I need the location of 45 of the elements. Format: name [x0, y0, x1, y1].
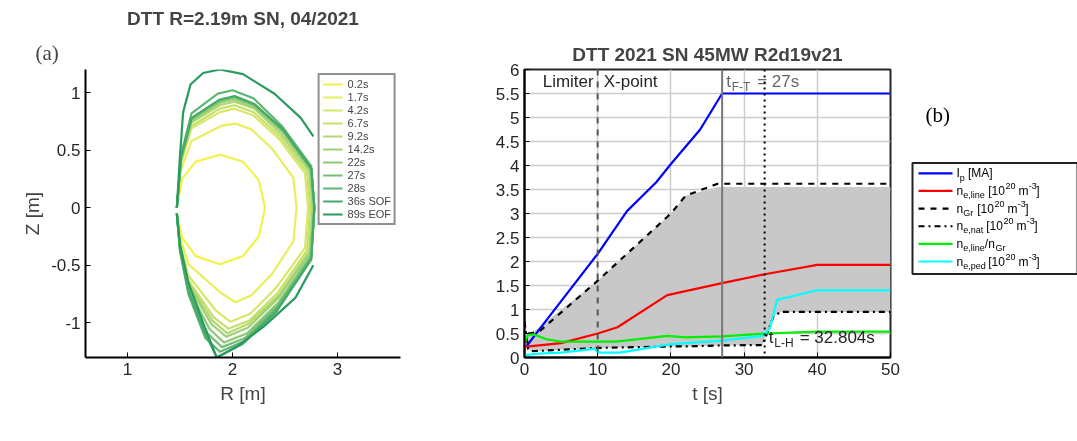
legend-label: 89s EOF: [347, 208, 391, 220]
y-tick-label: 0.5: [495, 324, 520, 344]
text: (b): [925, 103, 950, 128]
x-tick-label: 3: [332, 359, 343, 379]
x-tick-label: 2: [227, 359, 238, 379]
x-tick-label: 50: [881, 359, 900, 379]
y-tick-label: 0.5: [56, 141, 81, 161]
legend-label: 36s SOF: [347, 195, 391, 207]
y-tick-label: -1: [65, 313, 81, 333]
x-tick-label: 1: [122, 359, 133, 379]
legend-label: 1.7s: [347, 91, 369, 103]
y-tick-label: 2: [510, 252, 520, 272]
y-axis-title: Z [m]: [22, 191, 44, 236]
y-tick-label: 1: [71, 83, 81, 103]
legend-label: 14.2s: [347, 143, 375, 155]
annotation: Limiter: [542, 71, 595, 91]
legend-label: 6.7s: [347, 117, 369, 129]
y-tick-label: 3: [510, 204, 520, 224]
y-tick-label: 1.5: [495, 276, 520, 296]
y-tick-label: 6: [510, 60, 520, 80]
y-tick-label: 0: [71, 198, 81, 218]
text: (a): [35, 40, 59, 65]
y-tick-label: -0.5: [51, 256, 81, 276]
x-axis-title: t [s]: [692, 382, 723, 404]
y-tick-label: 1: [510, 300, 520, 320]
x-tick-label: 30: [734, 359, 754, 379]
x-axis-title: R [m]: [220, 382, 266, 404]
chart-title: DTT 2021 SN 45MW R2d19v21: [572, 43, 844, 65]
x-tick-label: 20: [661, 359, 681, 379]
x-tick-label: 10: [588, 359, 608, 379]
legend-label: 22s: [347, 156, 367, 168]
y-tick-label: 4.5: [495, 132, 520, 152]
y-tick-label: 2.5: [495, 228, 520, 248]
legend-label: 27s: [347, 169, 367, 181]
legend-label: 28s: [347, 182, 367, 194]
y-tick-label: 3.5: [495, 180, 520, 200]
y-tick-label: 4: [510, 156, 520, 176]
y-tick-label: 5.5: [495, 84, 520, 104]
y-tick-label: 5: [510, 108, 520, 128]
legend-label: 9.2s: [347, 130, 369, 142]
annotation: X-point: [603, 71, 658, 91]
legend-label: 0.2s: [347, 78, 369, 90]
chart-title: DTT R=2.19m SN, 04/2021: [127, 7, 360, 29]
x-tick-label: 40: [807, 359, 827, 379]
legend-label: 4.2s: [347, 104, 369, 116]
